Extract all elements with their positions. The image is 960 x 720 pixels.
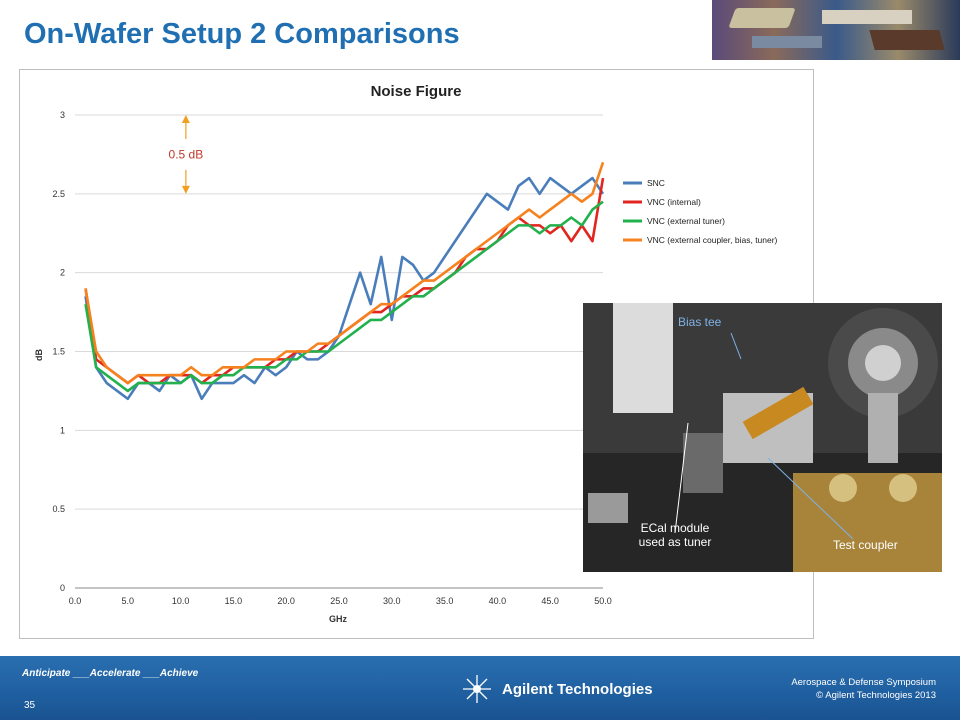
- ecal-label: ECal module used as tuner: [638, 521, 712, 549]
- x-tick-label: 50.0: [594, 596, 612, 606]
- symposium-name: Aerospace & Defense Symposium: [791, 677, 936, 688]
- footer-bar: Anticipate ___Accelerate ___Achieve 35 A…: [0, 656, 960, 720]
- y-tick-label: 0.5: [52, 504, 65, 514]
- x-tick-label: 15.0: [225, 596, 243, 606]
- x-tick-label: 40.0: [489, 596, 507, 606]
- series-line: [84, 176, 605, 401]
- legend-label: VNC (internal): [647, 197, 701, 207]
- x-tick-label: 25.0: [330, 596, 348, 606]
- spark-icon: [463, 675, 491, 703]
- company-name: Agilent Technologies: [502, 680, 653, 698]
- series-line: [84, 161, 605, 385]
- page-number: 35: [24, 700, 36, 711]
- y-tick-label: 2.5: [52, 189, 65, 199]
- y-tick-label: 3: [60, 110, 65, 120]
- annotation-label: 0.5 dB: [169, 147, 204, 161]
- annotation-arrowhead: [181, 185, 190, 194]
- legend-label: VNC (external coupler, bias, tuner): [647, 235, 778, 245]
- x-axis-label: GHz: [329, 614, 348, 624]
- test-coupler-label: Test coupler: [833, 538, 898, 552]
- annotation-arrowhead: [181, 115, 190, 123]
- bias-tee-label: Bias tee: [678, 315, 722, 329]
- y-tick-label: 0: [60, 583, 65, 593]
- series-line: [84, 177, 605, 385]
- x-tick-label: 5.0: [122, 596, 135, 606]
- legend-label: VNC (external tuner): [647, 216, 725, 226]
- company-logo: Agilent Technologies: [460, 674, 653, 704]
- y-tick-label: 2: [60, 268, 65, 278]
- x-tick-label: 0.0: [69, 596, 82, 606]
- copyright: © Agilent Technologies 2013: [816, 690, 936, 701]
- x-tick-label: 45.0: [541, 596, 559, 606]
- header-banner-image: [712, 0, 960, 60]
- y-tick-label: 1.5: [52, 347, 65, 357]
- x-tick-label: 10.0: [172, 596, 190, 606]
- chart-title: Noise Figure: [371, 83, 462, 100]
- symposium-info: Aerospace & Defense Symposium © Agilent …: [791, 676, 936, 702]
- noise-figure-chart: Noise Figure dB GHz 00.511.522.530.0 5.0 1…: [34, 83, 778, 624]
- setup-photo: Bias tee ECal module used as tuner Test …: [583, 303, 942, 572]
- x-tick-label: 20.0: [277, 596, 295, 606]
- y-axis-label: dB: [34, 349, 44, 361]
- slide-title: On-Wafer Setup 2 Comparisons: [24, 18, 460, 50]
- tagline: Anticipate ___Accelerate ___Achieve: [22, 668, 199, 679]
- series-line: [84, 200, 604, 393]
- probe-station-illustration: [583, 303, 942, 572]
- legend-label: SNC: [647, 178, 665, 188]
- x-tick-label: 30.0: [383, 596, 401, 606]
- y-tick-label: 1: [60, 425, 65, 435]
- x-tick-label: 35.0: [436, 596, 454, 606]
